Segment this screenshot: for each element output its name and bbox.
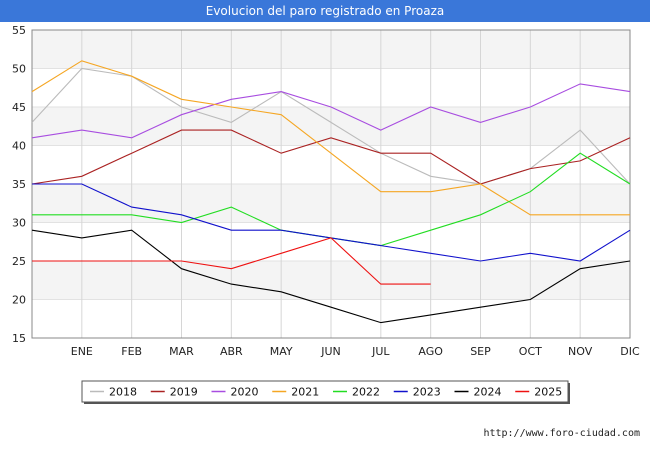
series-line-2020 [31, 83, 631, 139]
x-tick-label: NOV [568, 345, 593, 358]
series-lines [31, 60, 631, 324]
series-line-2024 [31, 229, 631, 324]
legend-label-2024: 2024 [474, 386, 502, 399]
x-tick-label: FEB [121, 345, 142, 358]
series-line-2021 [31, 60, 630, 216]
source-url[interactable]: http://www.foro-ciudad.com [483, 428, 640, 439]
x-tick-label: JUN [320, 345, 341, 358]
x-tick-label: JUL [371, 345, 390, 358]
legend: 2018 2019 2020 2021 2022 2023 2024 2025 [81, 380, 570, 404]
y-tick-label: 15 [12, 332, 26, 345]
legend-label-2018: 2018 [109, 386, 137, 399]
x-tick-label: ENE [71, 345, 93, 358]
legend-label-2025: 2025 [534, 386, 562, 399]
x-tick-label: OCT [519, 345, 542, 358]
series-line-2019 [31, 129, 631, 185]
legend-label-2023: 2023 [413, 386, 441, 399]
y-axis: 15 20 25 30 35 40 45 50 55 [12, 24, 26, 345]
x-tick-label: SEP [470, 345, 491, 358]
x-axis: ENE FEB MAR ABR MAY JUN JUL AGO SEP OCT NOV DIC [71, 345, 640, 358]
y-tick-label: 25 [12, 255, 26, 268]
x-tick-label: MAR [169, 345, 194, 358]
series-line-2025 [32, 237, 431, 285]
y-tick-label: 30 [12, 217, 26, 230]
y-tick-label: 55 [12, 24, 26, 37]
y-tick-label: 45 [12, 101, 26, 114]
y-tick-label: 50 [12, 63, 26, 76]
x-tick-label: AGO [418, 345, 443, 358]
legend-label-2021: 2021 [291, 386, 319, 399]
x-tick-label: MAY [270, 345, 293, 358]
y-tick-label: 40 [12, 140, 26, 153]
chart-title: Evolucion del paro registrado en Proaza [0, 0, 650, 22]
x-tick-label: DIC [620, 345, 640, 358]
legend-label-2019: 2019 [170, 386, 198, 399]
y-tick-label: 35 [12, 178, 26, 191]
legend-label-2022: 2022 [352, 386, 380, 399]
legend-box [81, 380, 569, 403]
y-tick-label: 20 [12, 294, 26, 307]
x-tick-label: ABR [220, 345, 243, 358]
legend-label-2020: 2020 [231, 386, 259, 399]
